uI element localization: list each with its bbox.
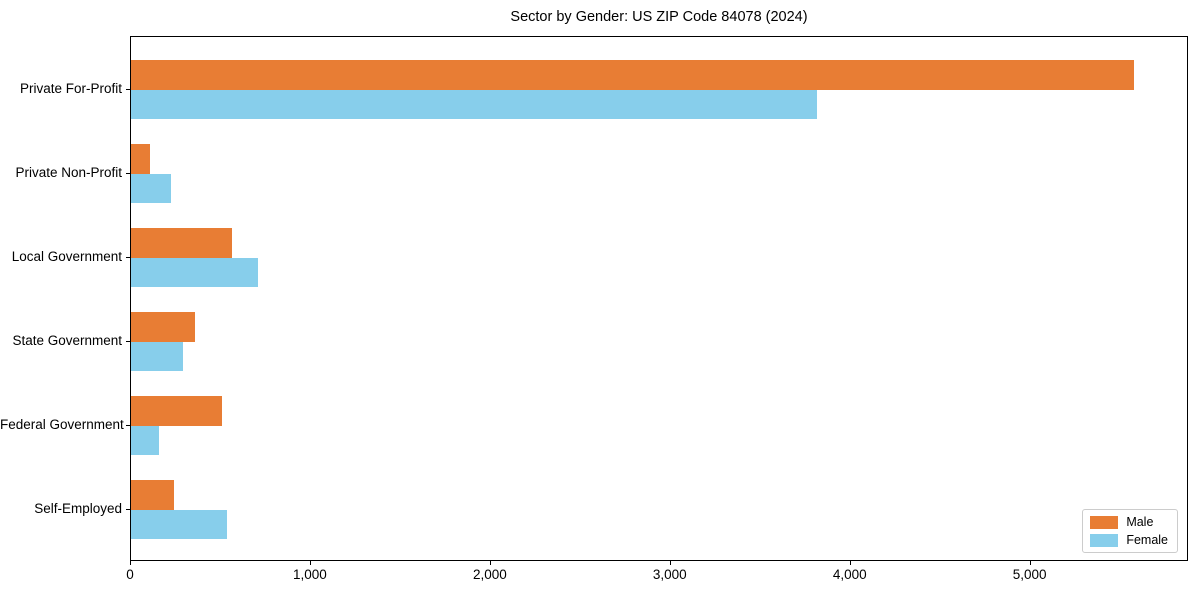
legend-swatch-male bbox=[1090, 515, 1119, 529]
bar-group-federal-government bbox=[131, 384, 1187, 468]
bar-male-self-employed bbox=[131, 480, 175, 510]
plot-area: Male Female bbox=[130, 36, 1188, 561]
x-tick-label-1000: 1,000 bbox=[293, 567, 327, 582]
x-tick-label-2000: 2,000 bbox=[472, 567, 507, 582]
x-tick-2000 bbox=[489, 561, 491, 565]
legend-label-male: Male bbox=[1126, 515, 1154, 529]
bar-group-private-for-profit bbox=[131, 48, 1187, 132]
bar-male-private-for-profit bbox=[131, 60, 1135, 90]
legend-item-female: Female bbox=[1090, 533, 1168, 547]
y-tick-state-government bbox=[126, 340, 130, 342]
y-tick-federal-government bbox=[126, 424, 130, 426]
bar-male-state-government bbox=[131, 312, 195, 342]
legend: Male Female bbox=[1082, 509, 1178, 553]
bar-group-private-non-profit bbox=[131, 132, 1187, 216]
x-tick-label-4000: 4,000 bbox=[832, 567, 867, 582]
x-tick-label-3000: 3,000 bbox=[652, 567, 687, 582]
y-tick-private-for-profit bbox=[126, 88, 130, 90]
x-tick-4000 bbox=[849, 561, 851, 565]
legend-swatch-female bbox=[1090, 533, 1119, 547]
bar-male-local-government bbox=[131, 228, 233, 258]
bar-group-self-employed bbox=[131, 468, 1187, 552]
legend-item-male: Male bbox=[1090, 515, 1168, 529]
bar-female-state-government bbox=[131, 341, 184, 371]
y-label-private-for-profit: Private For-Profit bbox=[19, 80, 122, 96]
y-label-local-government: Local Government bbox=[11, 248, 122, 264]
y-tick-private-non-profit bbox=[126, 172, 130, 174]
chart-title: Sector by Gender: US ZIP Code 84078 (202… bbox=[510, 9, 808, 25]
x-tick-0 bbox=[130, 561, 131, 565]
bar-female-private-for-profit bbox=[131, 89, 818, 119]
bar-female-federal-government bbox=[131, 425, 159, 455]
y-label-state-government: State Government bbox=[12, 332, 122, 348]
x-tick-1000 bbox=[309, 561, 311, 565]
bar-female-private-non-profit bbox=[131, 173, 171, 203]
x-tick-label-5000: 5,000 bbox=[1012, 567, 1047, 582]
x-tick-3000 bbox=[669, 561, 671, 565]
x-tick-5000 bbox=[1029, 561, 1031, 565]
y-tick-local-government bbox=[126, 256, 130, 258]
legend-label-female: Female bbox=[1126, 533, 1168, 547]
y-label-private-non-profit: Private Non-Profit bbox=[15, 164, 122, 180]
bar-female-self-employed bbox=[131, 509, 228, 539]
y-tick-self-employed bbox=[126, 508, 130, 510]
bar-group-state-government bbox=[131, 300, 1187, 384]
bar-group-local-government bbox=[131, 216, 1187, 300]
y-label-federal-government: Federal Government bbox=[0, 416, 124, 432]
bar-male-private-non-profit bbox=[131, 144, 150, 174]
bar-male-federal-government bbox=[131, 396, 222, 426]
bar-female-local-government bbox=[131, 257, 258, 287]
x-tick-label-0: 0 bbox=[126, 567, 134, 582]
y-label-self-employed: Self-Employed bbox=[34, 500, 122, 516]
